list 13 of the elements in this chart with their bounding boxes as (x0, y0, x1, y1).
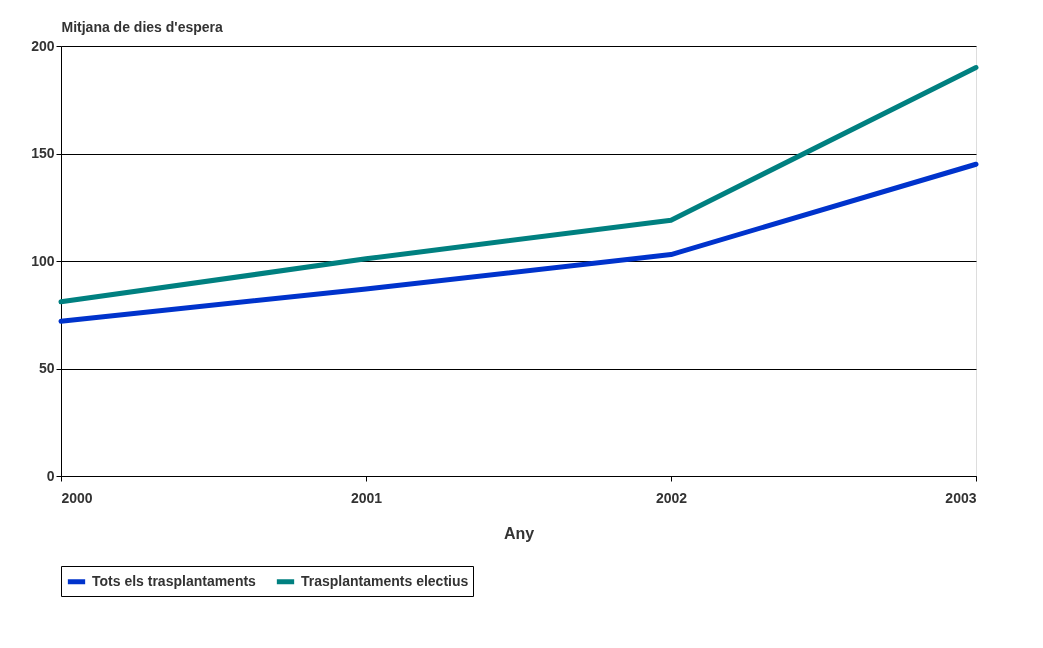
legend-label: Trasplantaments electius (301, 572, 469, 589)
y-tick-label: 150 (31, 145, 55, 161)
y-tick-label: 50 (38, 360, 55, 376)
x-tick-label: 2001 (350, 489, 383, 506)
x-tick-label: 2002 (655, 489, 688, 506)
y-tick-label: 200 (31, 37, 55, 54)
x-axis-title: Any (503, 524, 535, 542)
legend-label: Tots els trasplantaments (92, 572, 257, 589)
y-tick-label: 100 (31, 252, 55, 269)
x-tick-label: 2000 (61, 489, 93, 506)
y-tick-label: 0 (46, 467, 55, 484)
y-axis-title: Mitjana de dies d'espera (61, 18, 223, 35)
x-tick-label: 2003 (945, 489, 977, 506)
